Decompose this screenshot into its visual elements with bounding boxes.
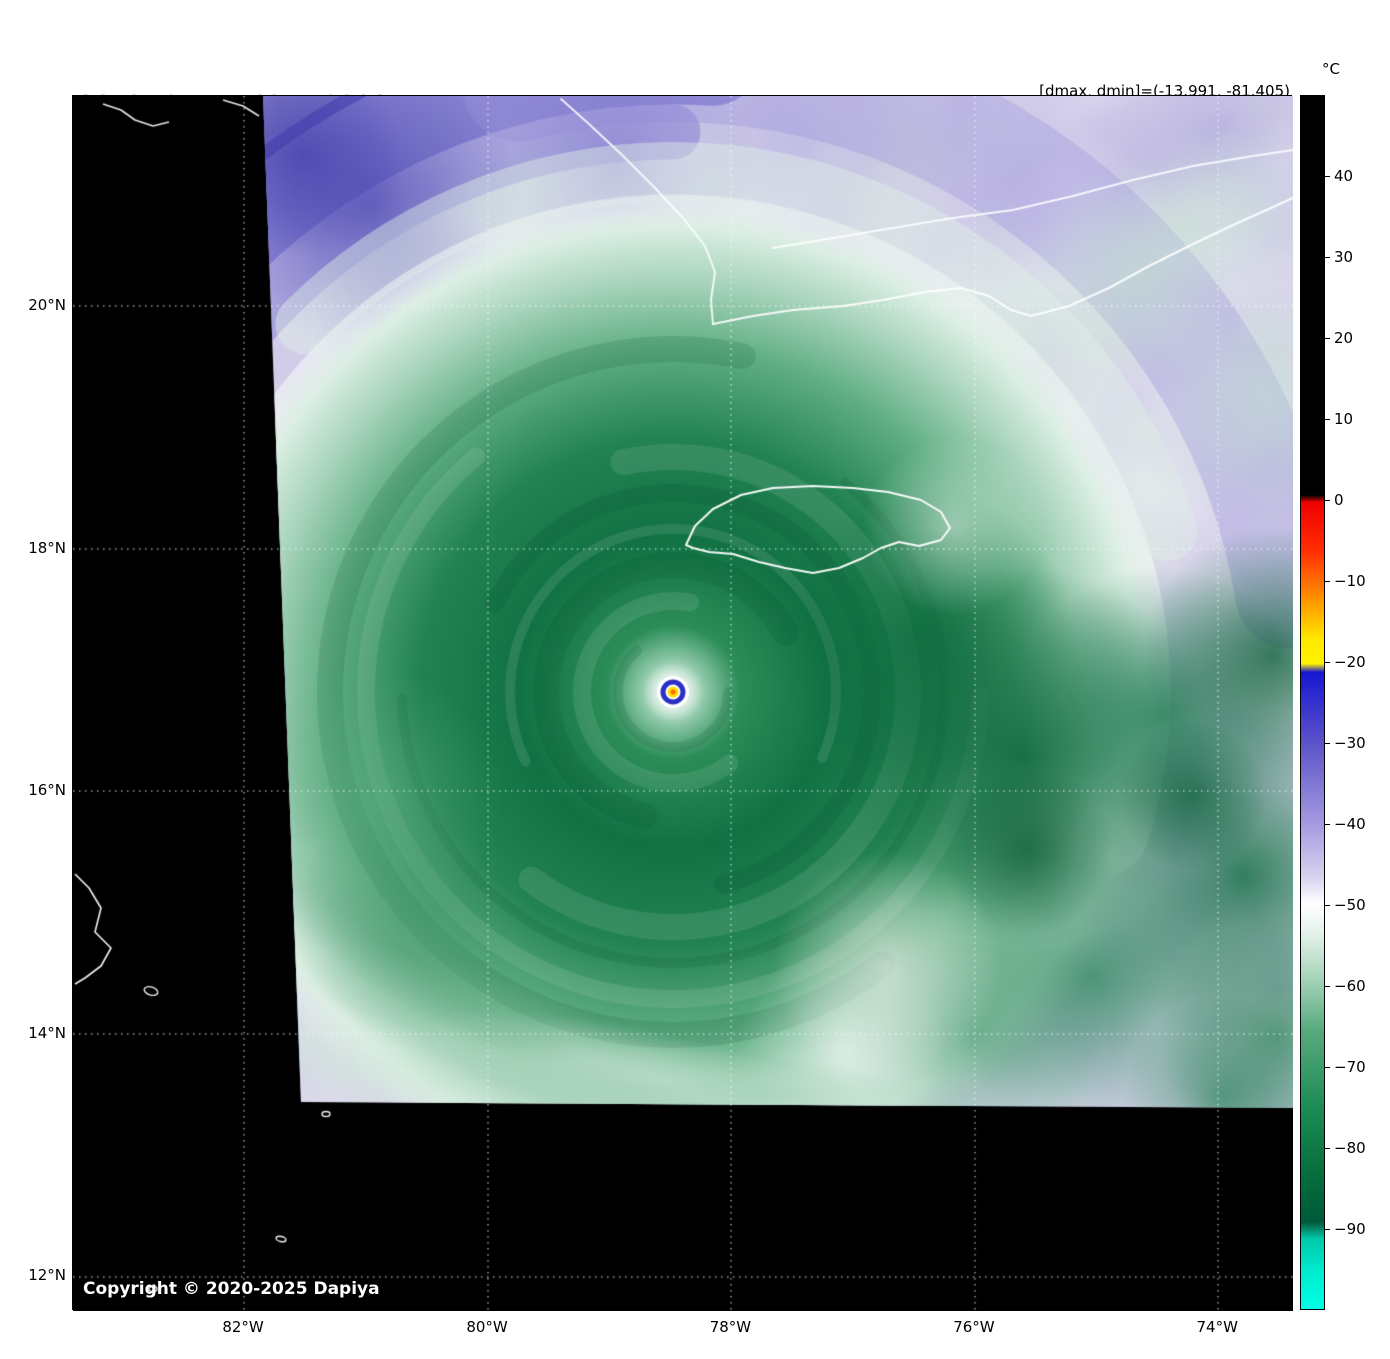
colorbar-tick-label: −60	[1334, 977, 1366, 995]
colorbar-tick-mark	[1325, 500, 1330, 501]
colorbar-tick-mark	[1325, 581, 1330, 582]
colorbar-tick-mark	[1325, 1229, 1330, 1230]
colorbar-tick-mark	[1325, 1148, 1330, 1149]
colorbar-tick-mark	[1325, 176, 1330, 177]
colorbar-tick-label: 10	[1334, 410, 1354, 428]
colorbar-tick-mark	[1325, 419, 1330, 420]
colorbar-tick-label: −40	[1334, 815, 1366, 833]
lat-tick-label: 14°N	[28, 1023, 66, 1042]
lat-tick-label: 20°N	[28, 295, 66, 314]
lon-tick-label: 76°W	[953, 1318, 995, 1336]
lat-tick-label: 16°N	[28, 780, 66, 799]
colorbar-tick-label: 40	[1334, 167, 1354, 185]
satellite-imagery-canvas	[73, 96, 1293, 1311]
colorbar-tick-mark	[1325, 662, 1330, 663]
lon-tick-label: 80°W	[466, 1318, 508, 1336]
colorbar-gradient	[1300, 95, 1325, 1310]
colorbar-tick-label: −90	[1334, 1220, 1366, 1238]
lat-tick-label: 12°N	[28, 1266, 66, 1285]
colorbar-tick-mark	[1325, 905, 1330, 906]
colorbar-tick-label: −10	[1334, 572, 1366, 590]
copyright-label: Copyright © 2020-2025 Dapiya	[83, 1279, 380, 1299]
lat-tick-label: 18°N	[28, 538, 66, 557]
colorbar-tick-mark	[1325, 824, 1330, 825]
colorbar-unit-label: °C	[1322, 60, 1340, 78]
colorbar-tick-mark	[1325, 257, 1330, 258]
colorbar-tick-label: 20	[1334, 329, 1354, 347]
lon-tick-label: 78°W	[709, 1318, 752, 1336]
lon-tick-label: 74°W	[1196, 1318, 1238, 1336]
satellite-map: Copyright © 2020-2025 Dapiya	[72, 95, 1293, 1311]
colorbar-tick-label: −70	[1334, 1058, 1366, 1076]
colorbar-tick-label: −50	[1334, 896, 1366, 914]
colorbar-tick-mark	[1325, 743, 1330, 744]
colorbar-tick-label: −30	[1334, 734, 1366, 752]
colorbar-tick-label: 30	[1334, 248, 1354, 266]
colorbar-tick-label: −80	[1334, 1139, 1366, 1157]
colorbar-tick-mark	[1325, 338, 1330, 339]
colorbar-tick-mark	[1325, 986, 1330, 987]
colorbar-tick-label: 0	[1334, 491, 1344, 509]
colorbar-tick-mark	[1325, 1067, 1330, 1068]
lon-tick-label: 82°W	[222, 1318, 264, 1336]
colorbar-tick-label: −20	[1334, 653, 1366, 671]
